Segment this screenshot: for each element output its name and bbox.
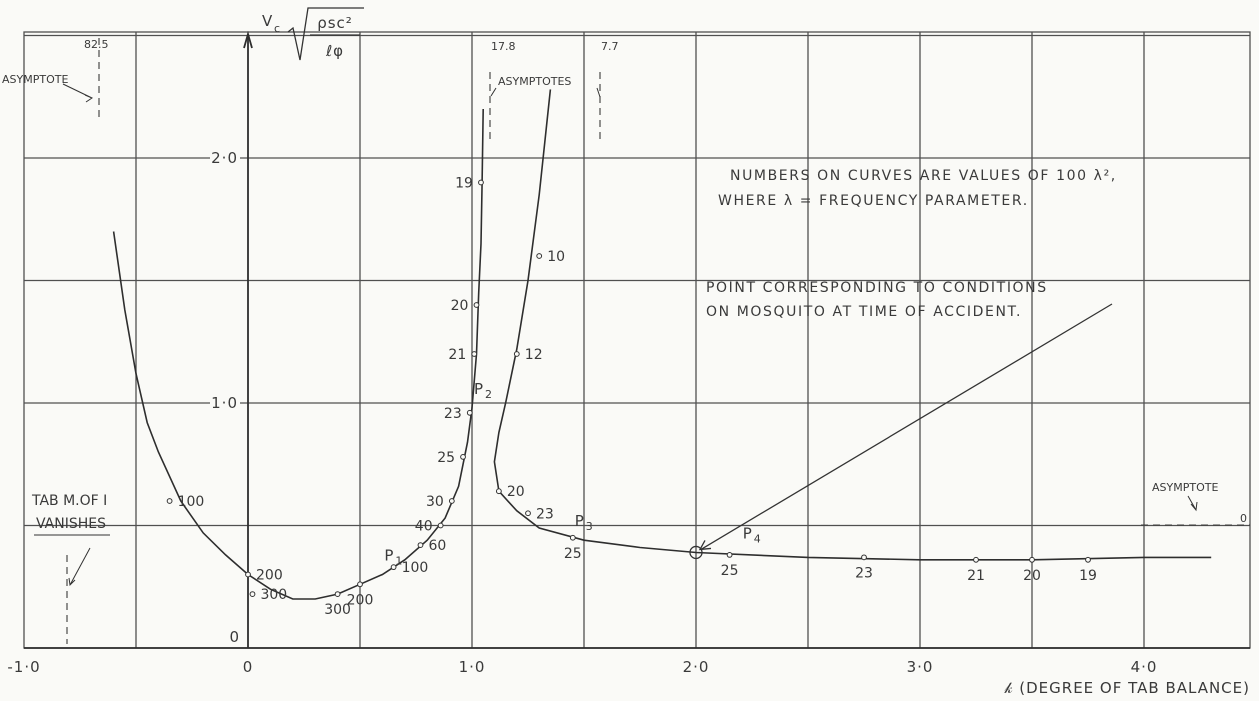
curve-note-line-1: NUMBERS ON CURVES ARE VALUES OF 100 λ², <box>730 168 1117 184</box>
data-label: 21 <box>967 568 985 584</box>
y-axis-label-v: V <box>262 12 273 30</box>
y-tick-label: 1·0 <box>211 394 238 412</box>
x-tick-label: -1·0 <box>7 658 40 676</box>
asymptote-left-arrow <box>63 84 92 102</box>
data-label: 25 <box>721 563 739 579</box>
asymptote-lines <box>67 38 1250 644</box>
asymptote-right-arrow <box>1188 496 1197 510</box>
data-label: 20 <box>1023 568 1041 584</box>
tab-note-line-2: VANISHES <box>36 516 106 532</box>
curve-points <box>167 180 1090 596</box>
point-label-sub: 3 <box>586 520 593 533</box>
data-label: 30 <box>426 494 444 510</box>
asymptotes-middle-label: ASYMPTOTES <box>498 75 571 88</box>
asymptote-mid-value-1: 17.8 <box>491 40 516 53</box>
tab-note-arrow <box>69 548 90 585</box>
data-point <box>418 543 423 548</box>
data-point <box>862 555 867 560</box>
x-tick-label: 1·0 <box>459 658 486 676</box>
data-point <box>472 352 477 357</box>
point-label: P <box>474 380 484 398</box>
data-label: 20 <box>451 298 469 314</box>
curve-note-line-2: WHERE λ = FREQUENCY PARAMETER. <box>718 193 1029 209</box>
data-label: 60 <box>428 538 446 554</box>
data-label: 23 <box>536 506 554 522</box>
accident-pointer-line <box>701 304 1112 549</box>
grid <box>24 32 1250 648</box>
y-tick-label: 2·0 <box>211 149 238 167</box>
data-point <box>974 557 979 562</box>
y-axis-label-sub: c <box>274 22 280 35</box>
data-label: 21 <box>448 347 466 363</box>
data-point <box>467 410 472 415</box>
data-point <box>479 180 484 185</box>
data-point <box>335 592 340 597</box>
tab-note-line-1: TAB M.OF I <box>31 493 107 509</box>
asymptote-mid-value-2: 7.7 <box>601 40 619 53</box>
y-axis-label-denominator: ℓφ <box>325 42 344 60</box>
data-label: 19 <box>1079 568 1097 584</box>
data-point <box>1086 557 1091 562</box>
accident-note-line-1: POINT CORRESPONDING TO CONDITIONS <box>706 280 1048 296</box>
data-series-curve <box>494 89 1211 559</box>
x-tick-label: 4·0 <box>1131 658 1158 676</box>
asymptote-left-label: ASYMPTOTE <box>2 73 68 86</box>
asymptote-right-value: 0 <box>1240 512 1247 525</box>
data-point <box>449 499 454 504</box>
asymptote-right-label: ASYMPTOTE <box>1152 481 1218 494</box>
point-label: P <box>743 524 753 542</box>
x-tick-label: 2·0 <box>683 658 710 676</box>
data-point <box>496 489 501 494</box>
data-point <box>514 352 519 357</box>
data-point <box>250 592 255 597</box>
data-label: 25 <box>437 450 455 466</box>
data-point <box>438 523 443 528</box>
point-label-sub: 1 <box>395 555 402 568</box>
x-axis-label: 𝓀 (DEGREE OF TAB BALANCE) <box>1003 679 1250 697</box>
curves <box>114 89 1212 599</box>
data-label: 200 <box>256 568 283 584</box>
data-label: 12 <box>525 347 543 363</box>
data-label: 23 <box>444 406 462 422</box>
data-point <box>1030 557 1035 562</box>
x-tick-label: 3·0 <box>907 658 934 676</box>
data-point <box>167 499 172 504</box>
data-label: 23 <box>855 565 873 581</box>
data-label: 100 <box>178 494 205 510</box>
point-label: P <box>384 547 394 565</box>
plot-frame <box>24 32 1250 648</box>
origin-label: 0 <box>229 628 240 646</box>
asymptote-left-value: 82.5 <box>84 38 109 51</box>
data-point <box>570 535 575 540</box>
data-label: 10 <box>547 249 565 265</box>
point-label: P <box>575 512 585 530</box>
data-label: 19 <box>455 176 473 192</box>
labels: -1·0 0 1·0 2·0 3·0 4·0 1·0 2·0 0 V c ρsc² ℓφ 𝓀 (DEGRE… <box>2 8 1250 697</box>
data-label: 100 <box>402 560 429 576</box>
data-point <box>461 455 466 460</box>
data-point <box>246 572 251 577</box>
data-point <box>358 582 363 587</box>
data-point <box>526 511 531 516</box>
data-label: 300 <box>260 587 287 603</box>
x-tick-label: 0 <box>243 658 254 676</box>
data-point <box>727 553 732 558</box>
data-point <box>537 254 542 259</box>
data-label: 20 <box>507 484 525 500</box>
point-label-sub: 4 <box>754 532 761 545</box>
data-label: 25 <box>564 546 582 562</box>
data-label: 40 <box>415 519 433 535</box>
data-point <box>474 303 479 308</box>
point-label-sub: 2 <box>485 388 492 401</box>
accident-note-line-2: ON MOSQUITO AT TIME OF ACCIDENT. <box>706 304 1022 320</box>
data-label: 200 <box>347 592 374 608</box>
y-axis-label-numerator: ρsc² <box>317 14 353 32</box>
